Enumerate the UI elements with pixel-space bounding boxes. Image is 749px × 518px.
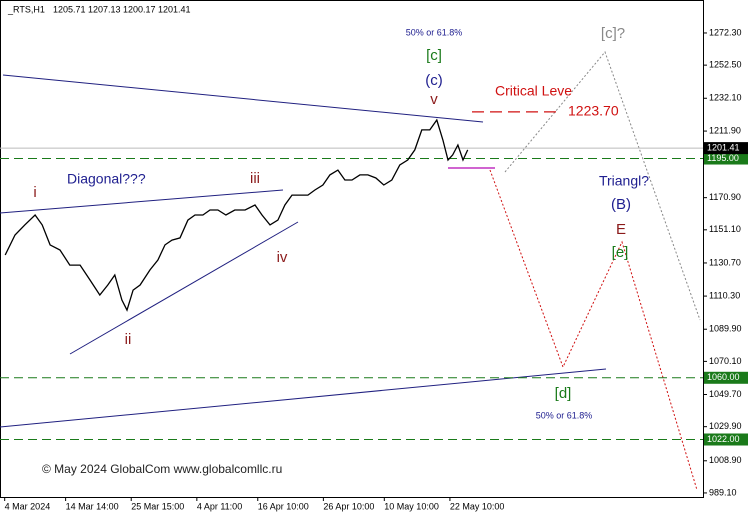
wave-label: [c] (426, 47, 442, 64)
wave-label: [c]? (601, 25, 625, 42)
x-tick-label: 10 May 10:00 (384, 501, 439, 511)
trend-line (0, 189, 284, 214)
level-box (704, 152, 748, 165)
y-tick-label: 1252.50 (709, 60, 742, 70)
wave-label: (c) (425, 72, 443, 89)
projection (504, 51, 701, 321)
y-tick-label: 1130.70 (709, 257, 741, 267)
x-tick-label: 4 Mar 2024 (5, 501, 51, 511)
level-label: 1022.00 (707, 434, 740, 444)
y-tick-label: 1170.90 (709, 192, 741, 202)
trend-line (69, 221, 299, 355)
trend-line (0, 368, 607, 428)
copyright: © May 2024 GlobalCom www.globalcomllc.ru (42, 462, 282, 476)
y-tick-label: 1049.70 (709, 389, 742, 399)
ohlc: 1205.71 (53, 4, 86, 14)
x-tick-label: 4 Apr 11:00 (197, 501, 242, 511)
wave-label: [d] (555, 385, 572, 402)
y-tick-label: 1008.90 (709, 455, 742, 465)
level-label: 1195.00 (707, 153, 739, 163)
symbol: _RTS,H1 (7, 4, 45, 14)
ohlc: 1200.17 (123, 4, 156, 14)
drawings (0, 51, 701, 491)
wave-label: v (430, 91, 438, 108)
annotation: Triangl? (599, 173, 649, 189)
ohlc: 1201.41 (158, 4, 191, 14)
annotations: i ii iii iv v Diagonal??? 50% or 61.8% [… (33, 25, 649, 420)
y-tick-label: 1211.90 (709, 125, 741, 135)
wave-label: E (616, 221, 626, 238)
annotation: 50% or 61.8% (536, 410, 593, 420)
annotation: Diagonal??? (67, 171, 146, 187)
annotation: 50% or 61.8% (406, 27, 463, 37)
critical-text: Critical Leve (495, 83, 572, 99)
wave-label: [e] (612, 244, 629, 261)
projection (489, 169, 698, 491)
last-price-label: 1201.41 (707, 142, 740, 152)
y-tick-label: 1272.30 (709, 27, 742, 37)
y-tick-label: 1070.10 (709, 356, 742, 366)
y-tick-label: 1029.90 (709, 421, 742, 431)
y-tick-label: 1110.30 (709, 290, 740, 300)
critical-value: 1223.70 (568, 103, 619, 119)
x-tick-label: 14 Mar 14:00 (66, 501, 119, 511)
wave-label: iii (250, 170, 260, 187)
y-tick-label: 989.10 (709, 487, 737, 497)
x-tick-label: 16 Apr 10:00 (258, 501, 309, 511)
ohlc: 1207.13 (88, 4, 121, 14)
x-tick-label: 22 May 10:00 (450, 501, 505, 511)
y-tick-label: 1232.10 (709, 93, 742, 103)
wave-label: ii (125, 331, 132, 348)
price-line (4, 118, 469, 312)
wave-label: i (33, 184, 36, 201)
y-tick-label: 1089.90 (709, 324, 742, 334)
plot-frame (0, 0, 704, 498)
level-label: 1060.00 (707, 372, 740, 382)
wave-label: (B) (611, 196, 631, 213)
y-tick-label: 1151.10 (709, 224, 741, 234)
wave-label: iv (277, 249, 288, 266)
trend-line (2, 74, 484, 123)
level-box (704, 433, 748, 446)
level-box (704, 371, 748, 384)
x-tick-label: 25 Mar 15:00 (131, 501, 184, 511)
x-tick-label: 26 Apr 10:00 (323, 501, 374, 511)
last-price-box (704, 142, 748, 155)
